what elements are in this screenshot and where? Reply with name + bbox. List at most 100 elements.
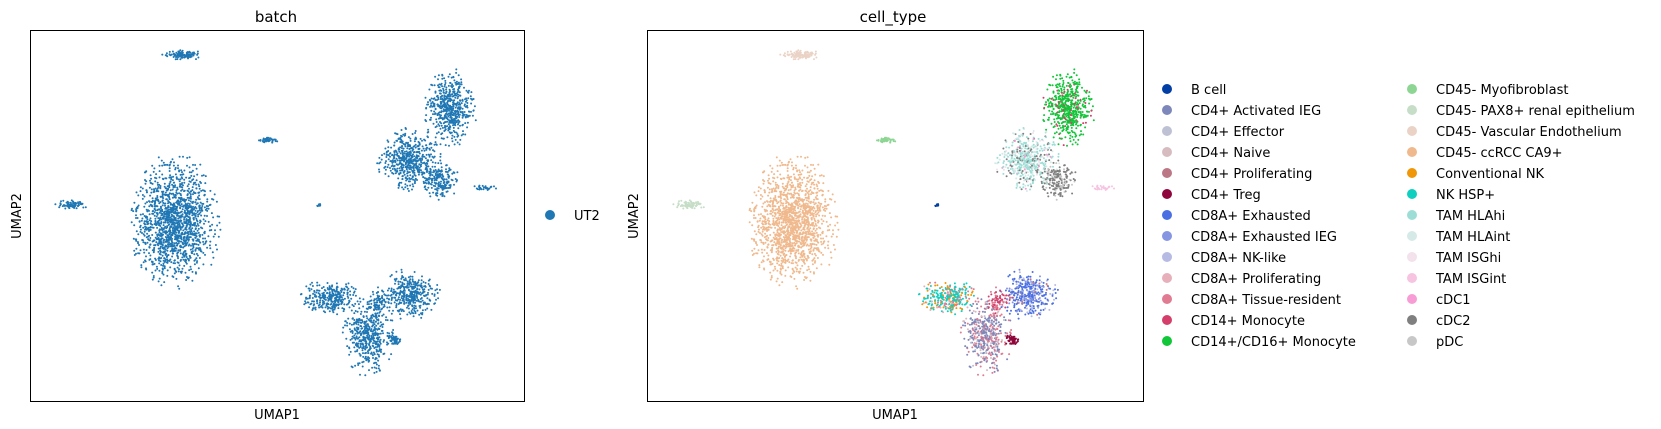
data-point: [412, 167, 415, 170]
data-point: [133, 224, 136, 227]
data-point: [180, 198, 183, 200]
data-point: [806, 171, 809, 174]
data-point: [318, 204, 321, 207]
data-point: [444, 144, 447, 147]
data-point: [468, 89, 470, 92]
data-point: [349, 350, 352, 353]
data-point: [409, 161, 412, 164]
data-point: [149, 237, 152, 239]
data-point: [391, 331, 394, 334]
data-point: [481, 184, 484, 187]
data-point: [156, 195, 159, 197]
data-point: [164, 204, 166, 207]
data-point: [422, 281, 425, 283]
data-point: [192, 217, 195, 219]
data-point: [362, 315, 365, 318]
data-point: [164, 210, 167, 213]
data-point: [373, 326, 376, 329]
data-point: [424, 119, 427, 121]
data-point: [433, 110, 436, 113]
data-point: [337, 307, 340, 310]
data-point: [162, 231, 165, 233]
data-point: [157, 247, 160, 250]
data-point: [395, 294, 398, 297]
data-point: [164, 54, 167, 57]
data-point: [470, 102, 473, 105]
data-point: [139, 249, 142, 252]
data-point: [187, 218, 190, 221]
data-point: [381, 297, 384, 300]
data-point: [418, 168, 421, 171]
data-point: [369, 338, 372, 341]
data-point: [813, 225, 816, 227]
data-point: [189, 193, 192, 196]
data-point: [308, 289, 311, 292]
data-point: [167, 245, 170, 248]
data-point: [427, 288, 430, 291]
data-point: [176, 58, 179, 61]
data-point: [350, 285, 353, 288]
data-point: [834, 224, 837, 227]
data-point: [179, 252, 182, 255]
data-point: [385, 156, 388, 158]
data-point: [781, 202, 784, 205]
data-point: [379, 338, 382, 341]
data-point: [173, 238, 176, 241]
data-point: [452, 126, 455, 129]
data-point: [191, 227, 194, 230]
data-point: [486, 187, 488, 189]
data-point: [217, 235, 220, 238]
data-point: [396, 287, 399, 290]
data-point: [412, 148, 415, 151]
data-point: [151, 278, 154, 281]
data-point: [435, 121, 438, 123]
data-point: [335, 296, 338, 299]
data-point: [197, 267, 200, 270]
x-axis-label: UMAP1: [254, 408, 300, 423]
data-point: [448, 127, 451, 130]
data-point: [145, 228, 148, 231]
data-point: [391, 168, 394, 170]
data-point: [413, 173, 416, 176]
data-point: [425, 303, 428, 306]
data-point: [450, 178, 453, 181]
data-point: [459, 124, 461, 127]
data-point: [168, 216, 171, 219]
data-point: [148, 230, 150, 232]
data-point: [812, 215, 815, 218]
data-point: [431, 101, 434, 103]
data-point: [367, 360, 370, 363]
data-point: [821, 214, 824, 217]
data-point: [409, 139, 412, 142]
data-point: [378, 314, 380, 317]
data-point: [396, 152, 399, 155]
data-point: [397, 296, 400, 299]
data-point: [204, 208, 207, 211]
data-point: [367, 338, 370, 341]
data-point: [143, 222, 146, 225]
data-point: [449, 116, 452, 119]
data-point: [150, 191, 153, 194]
data-point: [149, 254, 152, 257]
data-point: [417, 140, 420, 143]
data-point: [456, 179, 458, 182]
data-point: [348, 300, 351, 303]
data-point: [174, 222, 177, 225]
data-point: [373, 299, 375, 302]
data-point: [824, 246, 827, 249]
data-point: [436, 187, 439, 190]
data-point: [431, 84, 434, 87]
data-point: [790, 211, 793, 214]
data-point: [58, 206, 61, 209]
data-point: [202, 218, 205, 221]
data-point: [428, 147, 431, 150]
data-point: [153, 214, 156, 217]
data-point: [403, 292, 406, 294]
data-point: [168, 186, 171, 189]
data-point: [206, 209, 209, 212]
data-point: [364, 374, 367, 377]
data-point: [206, 215, 208, 217]
data-point: [767, 254, 770, 257]
data-point: [370, 319, 373, 322]
